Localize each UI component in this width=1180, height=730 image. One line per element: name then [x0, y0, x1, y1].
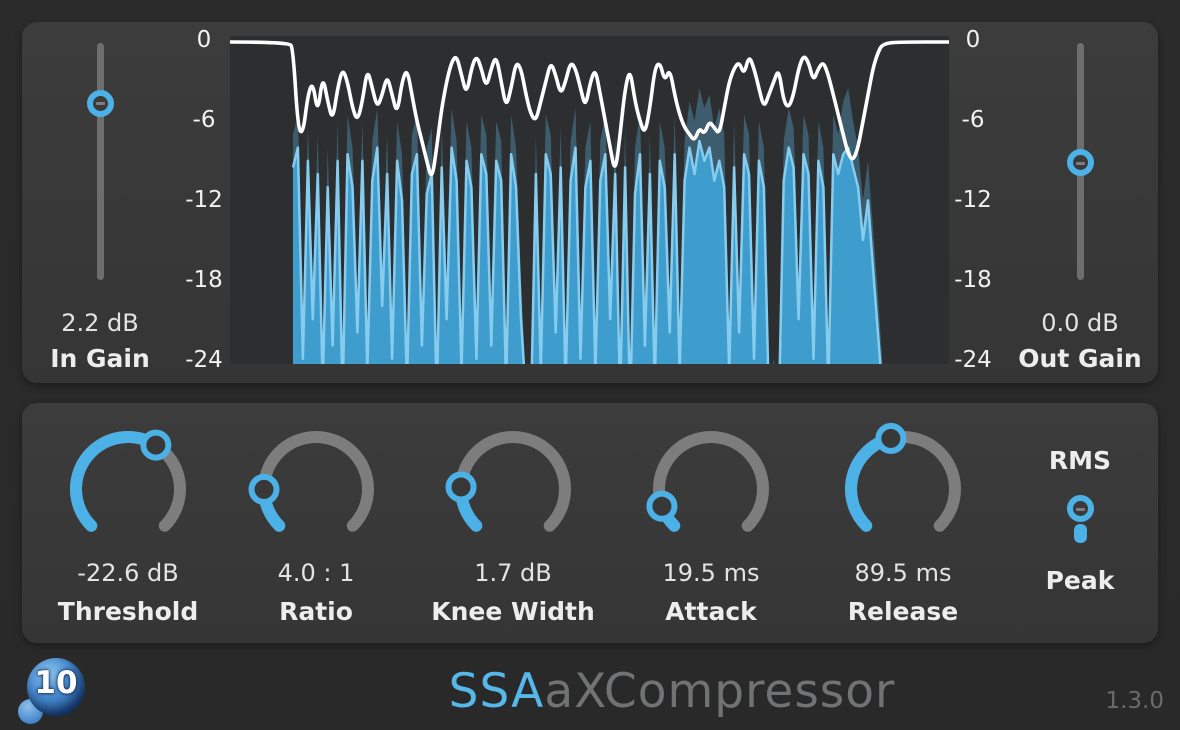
threshold-knob-handle[interactable]	[140, 429, 172, 461]
knee-width-knob[interactable]	[443, 419, 583, 559]
gain-reduction-line	[230, 40, 949, 177]
controls-panel: -22.6 dB Threshold 4.0 : 1 Ratio 1.7 dB …	[22, 403, 1158, 643]
scale-right-12: -12	[954, 187, 992, 213]
scale-right-18: -18	[954, 267, 992, 293]
out-gain-label: Out Gain	[1018, 344, 1142, 373]
attack-label: Attack	[665, 597, 757, 626]
scale-left-0: 0	[196, 27, 212, 53]
in-gain-label: In Gain	[50, 344, 150, 373]
in-gain-value: 2.2 dB	[61, 309, 139, 337]
knee-width-knob-track	[455, 431, 571, 532]
plugin-title-brand: SSA	[448, 664, 545, 719]
in-gain-slider-track[interactable]	[97, 43, 104, 280]
ratio-knob[interactable]	[246, 419, 386, 559]
ratio-label: Ratio	[279, 597, 353, 626]
scale-right-6: -6	[961, 107, 985, 133]
level-meter-display	[230, 36, 949, 364]
scale-left-12: -12	[185, 187, 223, 213]
attack-knob[interactable]	[641, 419, 781, 559]
detector-toggle-handle[interactable]	[1067, 495, 1094, 522]
scale-left-6: -6	[192, 107, 216, 133]
peak-label: Peak	[1045, 566, 1115, 595]
threshold-knob-fill	[69, 430, 162, 532]
ratio-knob-handle[interactable]	[248, 473, 280, 505]
waveform-graph	[230, 40, 949, 364]
release-knob-handle[interactable]	[875, 422, 907, 454]
in-gain-slider-handle[interactable]	[87, 89, 114, 117]
attack-value: 19.5 ms	[662, 559, 760, 587]
plugin-title-name: aXCompressor	[544, 664, 896, 719]
scale-right-0: 0	[965, 27, 981, 53]
output-waveform-outline	[291, 139, 882, 364]
scale-left-18: -18	[185, 267, 223, 293]
release-value: 89.5 ms	[854, 559, 952, 587]
ratio-knob-track	[258, 431, 374, 532]
detector-toggle-track[interactable]	[1074, 524, 1087, 543]
meter-panel: 2.2 dB In Gain 0 -6 -12 -18 -24 0 -6 -12…	[22, 22, 1158, 383]
out-gain-slider-handle[interactable]	[1067, 149, 1094, 177]
scale-right-24: -24	[954, 347, 992, 373]
version-label: 1.3.0	[1105, 688, 1164, 714]
release-label: Release	[847, 597, 959, 626]
scale-left-24: -24	[185, 347, 223, 373]
in-gain-slider[interactable]	[87, 43, 114, 280]
threshold-value: -22.6 dB	[77, 559, 179, 587]
rms-label: RMS	[1048, 446, 1112, 475]
knee-width-knob-handle[interactable]	[445, 471, 477, 503]
vendor-logo-icon: 10	[27, 658, 85, 716]
out-gain-value: 0.0 dB	[1041, 309, 1119, 337]
threshold-label: Threshold	[57, 597, 199, 626]
threshold-knob[interactable]	[58, 419, 198, 559]
plugin-title: SSAaXCompressor	[449, 664, 896, 719]
ratio-value: 4.0 : 1	[277, 559, 355, 587]
knee-width-label: Knee Width	[431, 597, 595, 626]
knee-width-value: 1.7 dB	[474, 559, 552, 587]
out-gain-slider[interactable]	[1067, 43, 1094, 280]
vendor-logo-text: 10	[34, 665, 78, 701]
attack-knob-handle[interactable]	[646, 490, 678, 522]
release-knob[interactable]	[833, 419, 973, 559]
